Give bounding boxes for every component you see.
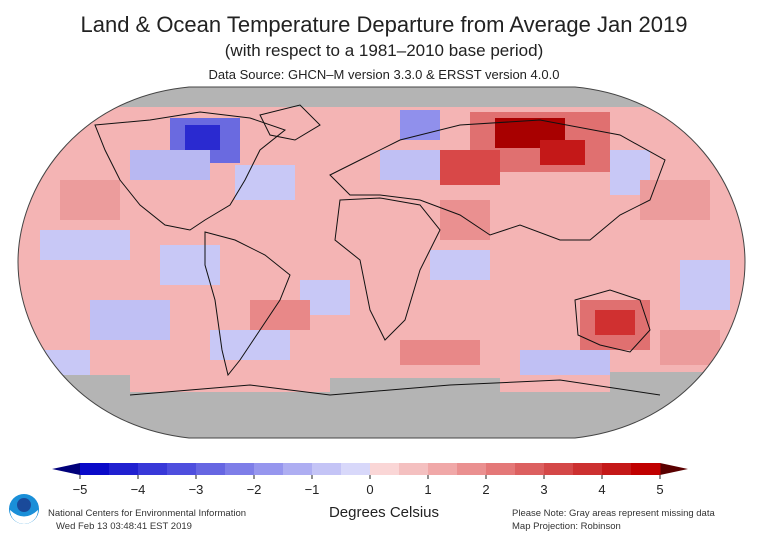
color-bin (341, 463, 371, 475)
tick-label: −4 (131, 482, 146, 497)
map-subtitle: (with respect to a 1981–2010 base period… (224, 41, 544, 60)
color-bin (457, 463, 487, 475)
color-bin (515, 463, 545, 475)
color-bin (399, 463, 429, 475)
color-bin (138, 463, 168, 475)
missing-data-note: Please Note: Gray areas represent missin… (512, 508, 715, 519)
coastlines (94, 104, 666, 396)
color-bin (196, 463, 226, 475)
color-bin (167, 463, 197, 475)
tick-label: 1 (424, 482, 431, 497)
tick-label: −2 (247, 482, 262, 497)
org-name: National Centers for Environmental Infor… (48, 508, 247, 519)
missing-data-north (18, 87, 745, 107)
projection-note: Map Projection: Robinson (512, 521, 621, 532)
tick-label: 3 (540, 482, 547, 497)
color-bin (254, 463, 284, 475)
tick-label: −5 (73, 482, 88, 497)
color-bin (428, 463, 458, 475)
color-bin (544, 463, 574, 475)
color-bin (602, 463, 632, 475)
tick-label: 2 (482, 482, 489, 497)
map-title: Land & Ocean Temperature Departure from … (80, 12, 688, 37)
color-bin (283, 463, 313, 475)
tick-label: −1 (305, 482, 320, 497)
color-bin (486, 463, 516, 475)
color-bin (573, 463, 603, 475)
low-extend-arrow (52, 463, 80, 475)
tick-label: 5 (656, 482, 663, 497)
noaa-logo (9, 494, 39, 524)
color-bin (109, 463, 139, 475)
anomaly-field (18, 87, 745, 438)
data-source: Data Source: GHCN–M version 3.3.0 & ERSS… (208, 67, 560, 82)
generated-timestamp: Wed Feb 13 03:48:41 EST 2019 (56, 521, 192, 532)
tick-label: 4 (598, 482, 605, 497)
tick-label: 0 (366, 482, 373, 497)
units-label: Degrees Celsius (328, 504, 440, 521)
color-bin (370, 463, 400, 475)
color-scale-bar: −5 −4 −3 −2 −1 0 1 2 3 4 5 (52, 463, 688, 497)
world-anomaly-map (17, 86, 746, 439)
color-bin (225, 463, 255, 475)
color-bin (312, 463, 342, 475)
color-bin (631, 463, 661, 475)
tick-label: −3 (189, 482, 204, 497)
color-bin (80, 463, 110, 475)
high-extend-arrow (660, 463, 688, 475)
missing-data-south (18, 392, 745, 438)
map-border (17, 86, 746, 439)
